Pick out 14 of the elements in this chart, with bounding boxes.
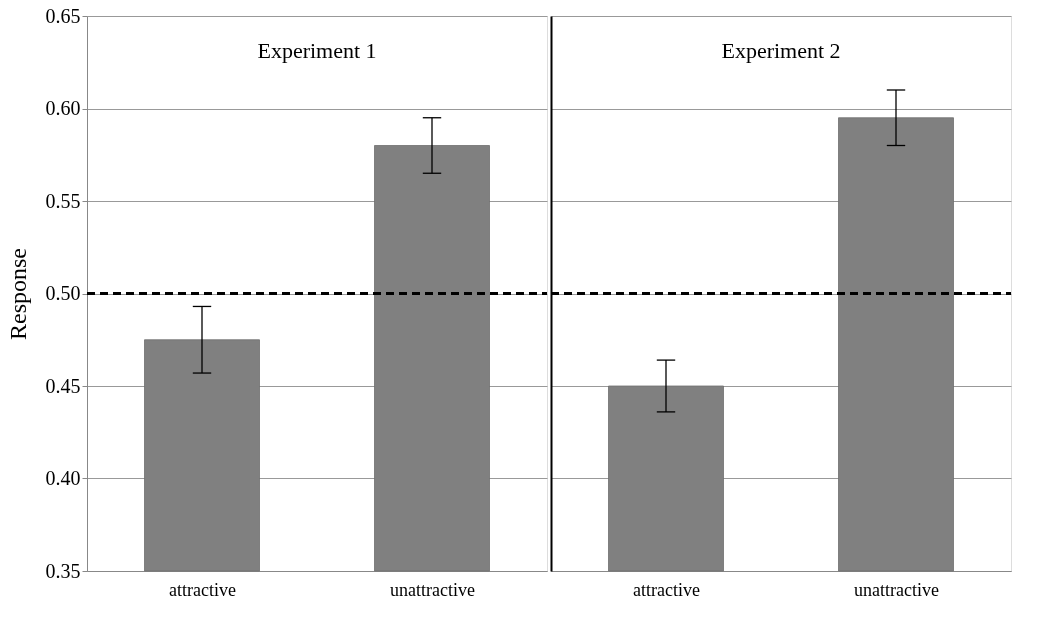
y-tick-label: 0.65 — [45, 4, 81, 27]
y-tick-label: 0.45 — [45, 374, 81, 397]
x-tick-label: unattractive — [854, 579, 939, 600]
y-axis-title: Response — [4, 248, 31, 340]
text: Experiment 2 — [721, 38, 841, 63]
y-tick-label: 0.50 — [45, 282, 81, 304]
y-tick-label: 0.40 — [45, 467, 81, 489]
x-tick-label: attractive — [633, 579, 700, 600]
x-tick-label: unattractive — [390, 579, 475, 600]
x-tick-label: attractive — [169, 579, 236, 600]
y-tick-label: 0.60 — [45, 97, 81, 119]
y-tick-label: 0.35 — [45, 559, 81, 582]
text: Experiment 1 — [257, 38, 377, 63]
y-tick-label: 0.55 — [45, 189, 81, 212]
